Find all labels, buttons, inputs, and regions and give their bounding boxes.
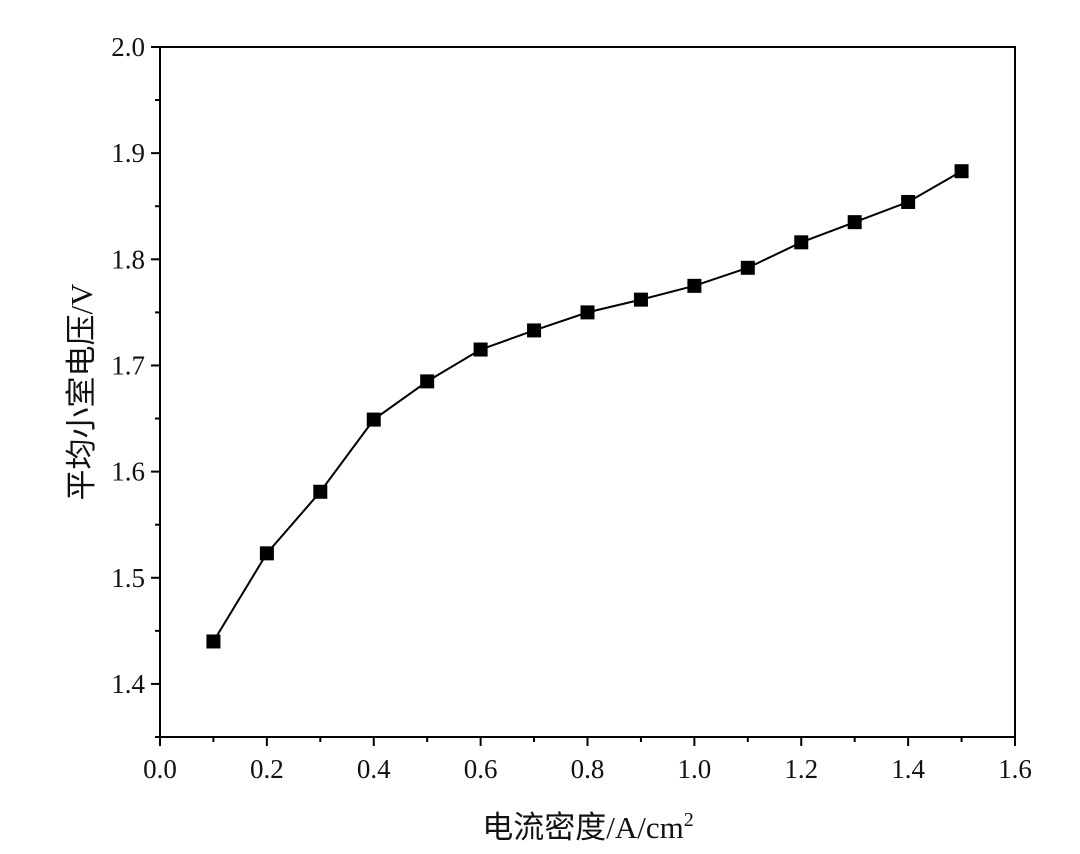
y-tick-label: 1.4 [111,669,145,699]
y-axis-title: 平均小室电压/V [64,283,99,501]
x-tick-label: 1.2 [784,754,818,784]
data-point [259,546,274,561]
data-point [633,292,648,307]
data-point [473,342,488,357]
data-point [580,305,595,320]
y-tick-label: 1.7 [111,350,145,380]
series-line [212,170,963,642]
x-tick-label: 0.6 [464,754,498,784]
x-axis-title-superscript: 2 [684,809,694,831]
y-tick-label: 1.6 [111,457,145,487]
data-point [740,260,755,275]
y-tick-label: 2.0 [111,32,145,62]
series-layer [206,164,969,649]
x-tick-label: 1.4 [891,754,925,784]
y-axis-ticks: 1.4 1.5 1.6 1.7 1.8 1.9 2.0 [111,32,160,738]
x-tick-label: 1.6 [998,754,1032,784]
data-point [313,484,328,499]
y-tick-label: 1.9 [111,138,145,168]
data-point [794,235,809,250]
x-tick-label: 0.8 [571,754,605,784]
x-tick-label: 0.2 [250,754,284,784]
data-point [527,323,542,338]
data-point [954,164,969,179]
data-point [901,194,916,209]
y-tick-label: 1.5 [111,563,145,593]
x-axis-title: 电流密度/A/cm2 [482,809,694,845]
x-tick-label: 1.0 [678,754,712,784]
data-point [366,412,381,427]
x-axis-ticks: 0.0 0.2 0.4 0.6 0.8 1.0 1.2 1.4 1.6 [143,737,1032,784]
y-tick-label: 1.8 [111,244,145,274]
data-point [206,634,221,649]
x-tick-label: 0.4 [357,754,391,784]
plot-frame [159,46,1016,738]
data-point [687,278,702,293]
data-point [420,374,435,389]
data-point [847,215,862,230]
x-axis-title-text: 电流密度/A/cm [482,810,684,845]
x-tick-label: 0.0 [143,754,177,784]
